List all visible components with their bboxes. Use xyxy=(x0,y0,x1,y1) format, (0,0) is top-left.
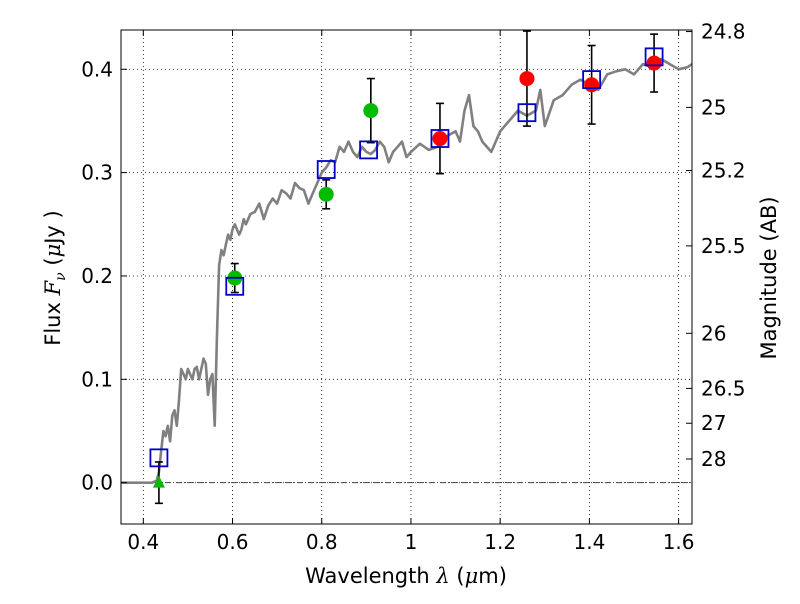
y-tick-label-3: 0.3 xyxy=(81,161,113,185)
nir-point-0 xyxy=(432,131,448,147)
y-axis-label-F: F xyxy=(41,279,65,296)
x-axis-label-lambda: λ xyxy=(435,564,449,588)
model-square-5 xyxy=(517,103,537,123)
y-tick-label-4: 0.4 xyxy=(81,57,113,81)
spectrum-line xyxy=(121,57,693,484)
x-tick-label-5: 1.4 xyxy=(573,530,605,554)
model-square-3 xyxy=(359,140,378,160)
y-axis-label-unit: Jy ) xyxy=(41,210,65,246)
x-axis-label-prefix: Wavelength xyxy=(305,564,430,588)
y-axis-label-mu: μ xyxy=(41,244,65,258)
x-tick-label-6: 1.6 xyxy=(663,530,695,554)
model-square-2 xyxy=(316,160,336,179)
y2-tick-label-0: 24.8 xyxy=(701,20,746,44)
y2-tick-label-6: 27 xyxy=(701,411,726,435)
y-tick-label-0: 0.0 xyxy=(81,471,113,495)
y2-tick-label-5: 26.5 xyxy=(701,376,746,400)
y2-axis-label: Magnitude (AB) xyxy=(757,196,781,359)
y-tick-label-1: 0.1 xyxy=(81,367,113,391)
model-square-6 xyxy=(582,70,602,90)
nir-point-1 xyxy=(519,71,535,87)
upper-limit-triangle xyxy=(152,475,165,488)
y2-tick-label-4: 26 xyxy=(701,321,726,345)
x-tick-label-2: 0.8 xyxy=(306,530,338,554)
y-axis-label: Flux Fν (μJy ) xyxy=(41,210,69,345)
model-square-1 xyxy=(225,276,245,296)
x-axis: 0.4 0.6 0.8 1 1.2 1.4 1.6 xyxy=(127,30,695,554)
model-squares xyxy=(149,47,664,468)
y2-tick-label-2: 25.2 xyxy=(701,159,746,183)
optical-point-2 xyxy=(363,103,379,119)
plot-frame xyxy=(120,29,693,525)
x-axis-label-open: ( xyxy=(456,564,464,588)
x-axis-label-mu: μ xyxy=(465,564,479,588)
markers xyxy=(152,55,662,488)
y2-tick-label-3: 25.5 xyxy=(701,234,746,258)
x-axis-label-unit: m) xyxy=(478,564,507,588)
y-axis-label-nu: ν xyxy=(53,272,69,281)
model-square-0 xyxy=(149,448,169,468)
y2-tick-label-1: 25 xyxy=(701,95,726,119)
optical-point-1 xyxy=(318,186,334,202)
nir-point-2 xyxy=(584,77,600,93)
nir-point-3 xyxy=(646,55,662,71)
y2-axis: 24.8 25 25.2 25.5 26 26.5 27 28 xyxy=(686,20,746,471)
y2-tick-label-7: 28 xyxy=(701,447,726,471)
x-tick-label-0: 0.4 xyxy=(127,530,159,554)
x-tick-label-4: 1.2 xyxy=(484,530,516,554)
y-axis-label-open: ( xyxy=(41,257,65,272)
x-tick-label-1: 0.6 xyxy=(217,530,249,554)
y-axis: 0.0 0.1 0.2 0.3 0.4 xyxy=(81,57,127,495)
x-axis-label: Wavelength λ (μm) xyxy=(305,564,507,588)
x-tick-label-3: 1 xyxy=(405,530,418,554)
y-axis-label-prefix: Flux xyxy=(41,302,65,346)
model-square-4 xyxy=(430,129,450,148)
y-tick-label-2: 0.2 xyxy=(81,264,113,288)
model-square-7 xyxy=(644,47,664,67)
